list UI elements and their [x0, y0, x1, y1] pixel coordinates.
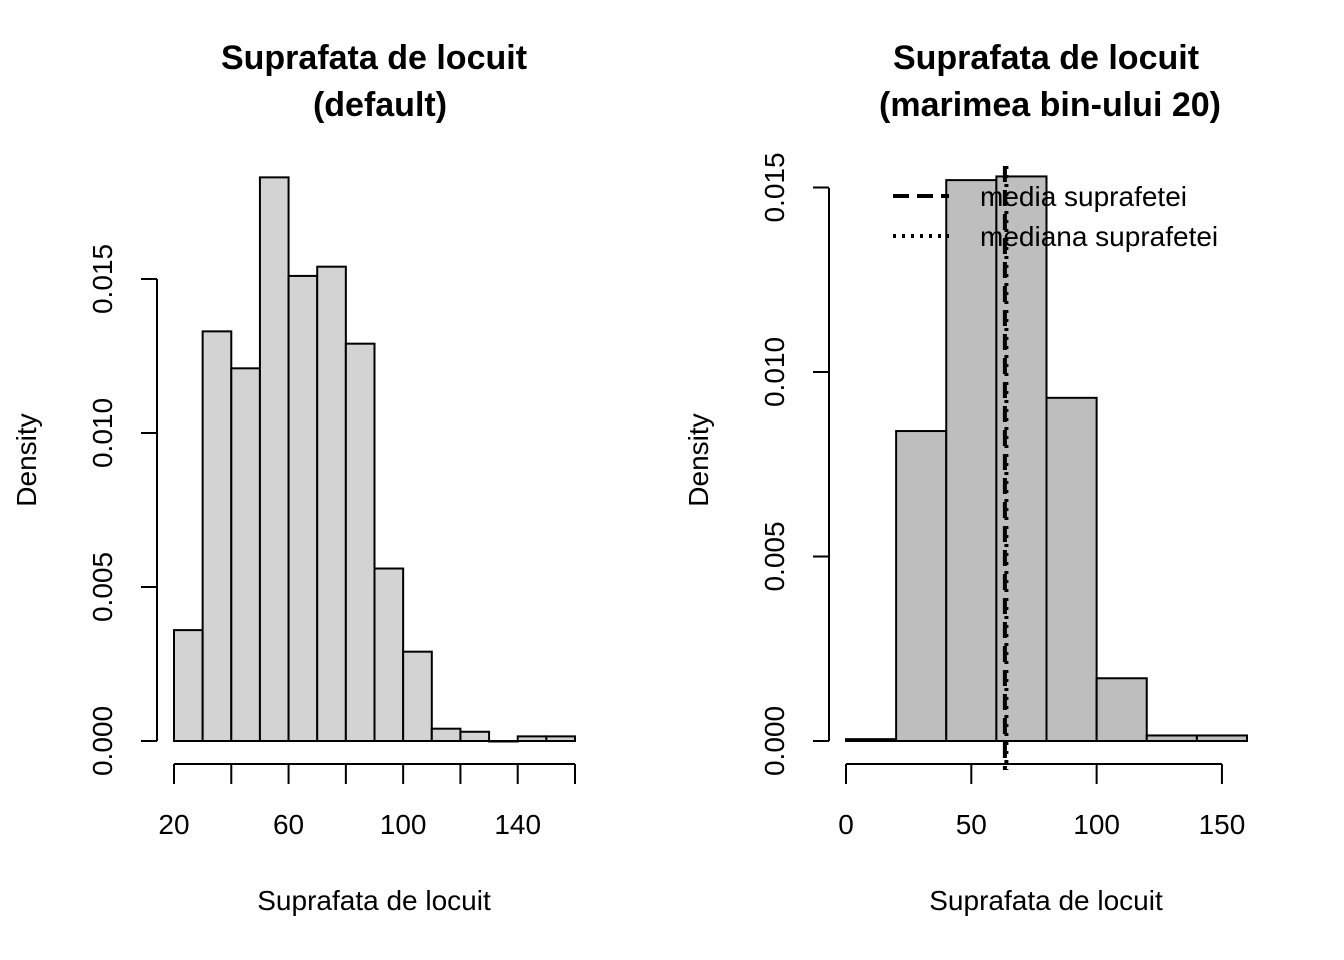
histogram-bar [1045, 396, 1098, 742]
histogram-bar [344, 342, 376, 742]
y-tick-label: 0.000 [87, 706, 118, 776]
x-axis-label: Suprafata de locuit [257, 885, 491, 916]
legend: media suprafetei mediana suprafetei [893, 181, 1218, 252]
legend-label: media suprafetei [980, 181, 1187, 212]
x-tick-label: 140 [494, 809, 541, 840]
y-tick-label: 0.010 [759, 337, 790, 407]
histogram-bar [845, 738, 898, 743]
histogram-bar [1195, 734, 1248, 743]
histogram-bar [373, 567, 405, 743]
y-axis-label: Density [683, 413, 714, 506]
y-tick-label: 0.005 [759, 521, 790, 591]
histogram-bar [545, 735, 576, 743]
x-tick-label: 50 [956, 809, 987, 840]
y-axis-ticks: 0.000 0.005 0.010 0.015 [759, 152, 829, 776]
histogram-bar [230, 367, 261, 742]
x-axis-label: Suprafata de locuit [929, 885, 1163, 916]
histogram-bar [488, 740, 519, 743]
x-tick-label: 20 [158, 809, 189, 840]
y-tick-label: 0.015 [87, 244, 118, 314]
chart-title-line2: (marimea bin-ului 20) [879, 86, 1221, 124]
histogram-bar [516, 735, 548, 743]
histogram-bar [201, 330, 233, 742]
histogram-default-panel: Suprafata de locuit (default) 0.000 0.005… [11, 39, 576, 916]
histogram-bar [1145, 734, 1198, 743]
x-tick-label: 0 [838, 809, 854, 840]
y-tick-label: 0.000 [759, 706, 790, 776]
y-tick-label: 0.005 [87, 552, 118, 622]
x-tick-label: 100 [1073, 809, 1120, 840]
x-tick-label: 60 [273, 809, 304, 840]
x-tick-label: 100 [380, 809, 427, 840]
histogram-bar [316, 265, 347, 742]
bars [845, 175, 1248, 743]
histogram-bin20-panel: Suprafata de locuit (marimea bin-ului 20… [683, 39, 1248, 916]
histogram-bar [1095, 677, 1148, 743]
y-tick-label: 0.015 [759, 152, 790, 222]
histogram-bar [945, 179, 998, 742]
y-axis-ticks: 0.000 0.005 0.010 0.015 [87, 244, 157, 776]
histogram-bar [430, 727, 462, 742]
histogram-bar [402, 650, 433, 742]
reference-lines [1002, 166, 1009, 770]
legend-label: mediana suprafetei [980, 221, 1218, 252]
histogram-bar [895, 430, 948, 742]
x-axis-ticks: 0 50 100 150 [838, 764, 1245, 840]
chart-title-line2: (default) [313, 86, 447, 124]
bars [173, 176, 576, 743]
histogram-bar [173, 629, 204, 742]
x-tick-label: 150 [1199, 809, 1246, 840]
histogram-bar [459, 730, 491, 743]
histogram-bar [258, 176, 290, 743]
y-tick-label: 0.010 [87, 398, 118, 468]
chart-title-line1: Suprafata de locuit [221, 39, 527, 77]
x-axis-ticks: 20 60 100 140 [158, 764, 576, 840]
chart-title-line1: Suprafata de locuit [893, 39, 1199, 77]
y-axis-label: Density [11, 413, 42, 506]
histogram-bar [287, 274, 319, 742]
